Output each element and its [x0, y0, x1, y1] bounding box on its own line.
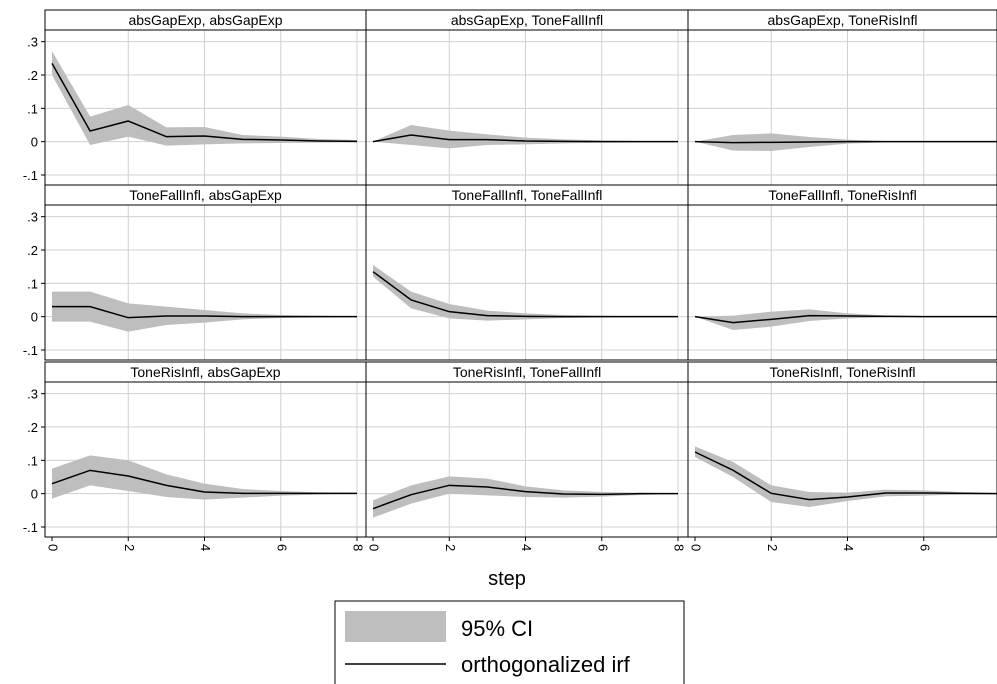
panel-6: ToneFallInfl, ToneRisInfl	[687, 184, 997, 361]
x-tick-label: 6	[917, 544, 932, 551]
y-tick-label: 0	[31, 310, 38, 325]
panel-8: ToneRisInfl, ToneFallInfl	[365, 361, 689, 538]
ci-band	[373, 125, 678, 149]
y-tick-label: .1	[27, 276, 38, 291]
irf-line	[51, 469, 357, 495]
plot-area	[45, 30, 366, 185]
y-tick-label: .1	[27, 101, 38, 116]
panel-title: ToneRisInfl, absGapExp	[130, 364, 280, 380]
ci-band	[695, 309, 997, 330]
y-tick-label: .1	[27, 453, 38, 468]
ci-band	[52, 51, 357, 146]
x-tick-label: 2	[443, 544, 458, 551]
y-tick-label: -.1	[23, 520, 38, 535]
panel-frame	[687, 381, 997, 538]
legend-ci-swatch	[345, 611, 446, 642]
x-tick-label: 0	[689, 544, 704, 551]
x-tick-label: 8	[351, 544, 366, 551]
legend: 95% CI orthogonalized irf	[334, 600, 685, 684]
panel-7: ToneRisInfl, absGapExp .3 .2 .1 0 -.1	[23, 361, 367, 538]
y-tick-label: .2	[27, 243, 38, 258]
plot-area	[366, 382, 688, 537]
y-tick-label: -.1	[23, 168, 38, 183]
panel-grid: absGapExp, absGapExp.3.2.10-.1absGapExp,…	[23, 9, 997, 538]
plot-area	[366, 30, 688, 185]
panel-title: ToneFallInfl, absGapExp	[129, 187, 282, 203]
panel-title: absGapExp, ToneRisInfl	[768, 12, 918, 28]
irf-line	[694, 140, 997, 144]
plot-area	[688, 205, 997, 360]
irf-line	[694, 314, 997, 324]
x-tick-label: 0	[46, 544, 61, 551]
plot-area	[688, 30, 997, 185]
panel-title: ToneFallInfl, ToneFallInfl	[452, 187, 603, 203]
panel-5: ToneFallInfl, ToneFallInfl	[365, 184, 689, 361]
irf-line	[372, 271, 678, 318]
ci-band	[52, 291, 357, 332]
irf-line	[372, 484, 678, 510]
y-tick-label: 0	[31, 487, 38, 502]
plot-area	[688, 382, 997, 537]
y-tick-label: .3	[27, 210, 38, 225]
y-tick-label: .3	[27, 35, 38, 50]
y-tick-label: 0	[31, 135, 38, 150]
x-tick-label: 4	[841, 544, 856, 551]
irf-line	[372, 134, 678, 143]
ci-band	[52, 455, 357, 500]
panel-9: ToneRisInfl, ToneRisInfl	[687, 361, 997, 538]
plot-area	[45, 205, 366, 360]
ci-band	[373, 265, 678, 321]
panel-frame	[687, 204, 997, 361]
panel-title: absGapExp, absGapExp	[128, 12, 282, 28]
legend-ci-label: 95% CI	[461, 616, 533, 641]
plot-area	[366, 205, 688, 360]
x-tick-label: 0	[367, 544, 382, 551]
panel-title: ToneRisInfl, ToneFallInfl	[453, 364, 601, 380]
x-tick-label: 4	[519, 544, 534, 551]
legend-irf-label: orthogonalized irf	[461, 652, 631, 677]
ci-band	[373, 476, 678, 518]
panel-title: absGapExp, ToneFallInfl	[451, 12, 603, 28]
panel-4: ToneFallInfl, absGapExp .3 .2 .1 0 -.1	[23, 184, 367, 361]
x-tick-label: 2	[765, 544, 780, 551]
irf-line	[694, 451, 997, 501]
x-tick-label: 4	[198, 544, 213, 551]
panel-1: absGapExp, absGapExp .3 .2 .1 0 -.1	[23, 9, 367, 186]
y-tick-label: .2	[27, 68, 38, 83]
irf-line	[52, 305, 357, 319]
y-tick-label: .3	[27, 387, 38, 402]
panel-title: ToneFallInfl, ToneRisInfl	[768, 187, 916, 203]
x-axis-title: step	[488, 568, 526, 590]
x-tick-label: 8	[672, 544, 687, 551]
ci-band	[695, 446, 997, 507]
panel-2: absGapExp, ToneFallInfl	[365, 9, 689, 186]
y-tick-label: .2	[27, 420, 38, 435]
x-tick-label: 6	[274, 544, 289, 551]
x-tick-label: 2	[122, 544, 137, 551]
panel-title: ToneRisInfl, ToneRisInfl	[769, 364, 915, 380]
y-tick-label: -.1	[23, 343, 38, 358]
irf-line	[51, 62, 358, 143]
panel-3: absGapExp, ToneRisInfl	[687, 9, 997, 186]
x-tick-label: 6	[595, 544, 610, 551]
